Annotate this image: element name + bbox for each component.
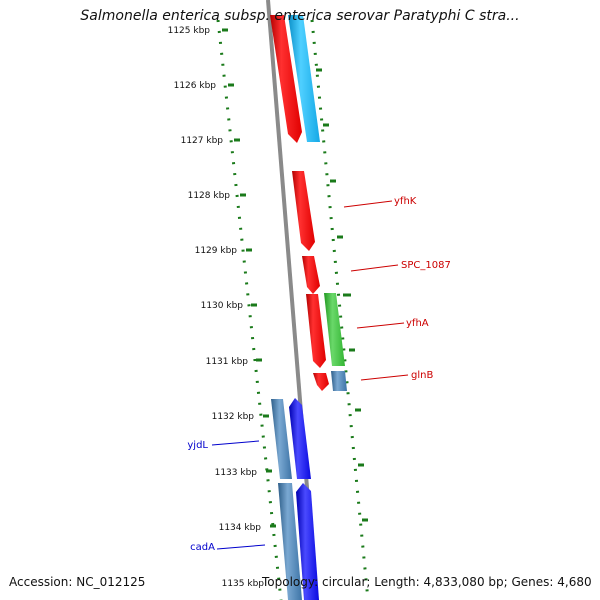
tick-label: 1129 kbp [195,246,238,256]
genome-title: Salmonella enterica subsp. enterica sero… [80,8,520,24]
gene-feature-cadA[interactable] [296,483,319,600]
gene-feature-green[interactable] [324,293,345,366]
tick-label: 1127 kbp [181,136,224,146]
tick-label: 1130 kbp [201,301,244,311]
gc-skew-track-right [310,19,370,600]
gene-label-yfhA[interactable]: yfhA [406,318,429,329]
gene-feature-steel-2[interactable] [278,483,302,600]
tick-label: 1126 kbp [174,81,217,91]
tick-labels: 1125 kbp 1126 kbp 1127 kbp 1128 kbp 1129… [168,26,265,589]
gene-feature-steel-1[interactable] [271,399,292,479]
gene-label-yfhK[interactable]: yfhK [394,196,417,207]
gene-label-yjdL[interactable]: yjdL [187,440,208,451]
tick-dashes [222,28,368,528]
gene-feature-SPC_1087[interactable] [302,256,320,294]
accession-text: Accession: NC_012125 [9,575,146,589]
gene-feature-yjdL[interactable] [289,398,311,479]
gene-label-cadA[interactable]: cadA [190,542,215,553]
tick-label: 1135 kbp [222,579,265,589]
gene-feature-glnB[interactable] [313,373,329,391]
gene-label-glnB[interactable]: glnB [411,370,433,381]
gene-feature-red-1[interactable] [270,15,302,143]
gene-feature-cyan-1[interactable] [288,15,320,142]
gene-feature-yfhA[interactable] [306,294,326,368]
gene-label-leaders [211,200,409,550]
gene-feature-glnB-steel[interactable] [331,371,347,391]
tick-label: 1128 kbp [188,191,231,201]
tick-label: 1131 kbp [206,357,249,367]
tick-label: 1133 kbp [215,468,258,478]
tick-label: 1125 kbp [168,26,211,36]
genome-summary-text: Topology: circular; Length: 4,833,080 bp… [262,575,592,589]
tick-label: 1134 kbp [219,523,262,533]
gene-feature-yfhK[interactable] [292,171,315,251]
tick-label: 1132 kbp [212,412,255,422]
gene-label-SPC_1087[interactable]: SPC_1087 [401,260,451,271]
